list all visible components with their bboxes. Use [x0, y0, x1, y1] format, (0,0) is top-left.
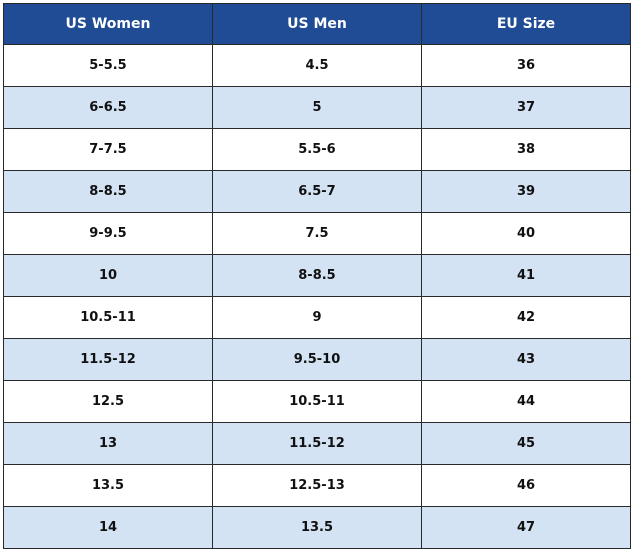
table-row: 10 8-8.5 41: [3, 254, 631, 297]
cell-us-women: 10: [3, 254, 213, 297]
cell-eu-size: 40: [421, 212, 631, 255]
cell-eu-size: 38: [421, 128, 631, 171]
cell-us-men: 13.5: [212, 506, 422, 549]
cell-us-men: 7.5: [212, 212, 422, 255]
cell-us-women: 12.5: [3, 380, 213, 423]
table-body: 5-5.5 4.5 36 6-6.5 5 37 7-7.5 5.5-6 38 8…: [3, 44, 631, 549]
cell-us-men: 8-8.5: [212, 254, 422, 297]
cell-eu-size: 41: [421, 254, 631, 297]
cell-eu-size: 39: [421, 170, 631, 213]
table-row: 5-5.5 4.5 36: [3, 44, 631, 87]
cell-us-men: 4.5: [212, 44, 422, 87]
cell-us-women: 7-7.5: [3, 128, 213, 171]
cell-us-men: 12.5-13: [212, 464, 422, 507]
cell-us-women: 13.5: [3, 464, 213, 507]
table-row: 13.5 12.5-13 46: [3, 464, 631, 507]
cell-us-women: 9-9.5: [3, 212, 213, 255]
cell-eu-size: 42: [421, 296, 631, 339]
table-row: 12.5 10.5-11 44: [3, 380, 631, 423]
table-row: 11.5-12 9.5-10 43: [3, 338, 631, 381]
header-us-women: US Women: [3, 3, 213, 45]
cell-eu-size: 43: [421, 338, 631, 381]
cell-us-men: 5: [212, 86, 422, 129]
cell-eu-size: 47: [421, 506, 631, 549]
header-eu-size: EU Size: [421, 3, 631, 45]
table-header: US Women US Men EU Size: [3, 3, 631, 45]
cell-us-men: 6.5-7: [212, 170, 422, 213]
cell-eu-size: 45: [421, 422, 631, 465]
header-us-men: US Men: [212, 3, 422, 45]
table-row: 14 13.5 47: [3, 506, 631, 549]
table-row: 7-7.5 5.5-6 38: [3, 128, 631, 171]
cell-eu-size: 36: [421, 44, 631, 87]
cell-us-women: 10.5-11: [3, 296, 213, 339]
cell-eu-size: 37: [421, 86, 631, 129]
cell-us-women: 5-5.5: [3, 44, 213, 87]
table-row: 13 11.5-12 45: [3, 422, 631, 465]
cell-eu-size: 46: [421, 464, 631, 507]
cell-us-women: 14: [3, 506, 213, 549]
cell-us-women: 8-8.5: [3, 170, 213, 213]
cell-us-women: 6-6.5: [3, 86, 213, 129]
cell-us-men: 11.5-12: [212, 422, 422, 465]
cell-us-men: 9: [212, 296, 422, 339]
table-row: 10.5-11 9 42: [3, 296, 631, 339]
table-row: 9-9.5 7.5 40: [3, 212, 631, 255]
size-conversion-table: US Women US Men EU Size 5-5.5 4.5 36 6-6…: [3, 3, 631, 549]
table-row: 8-8.5 6.5-7 39: [3, 170, 631, 213]
cell-us-women: 11.5-12: [3, 338, 213, 381]
cell-eu-size: 44: [421, 380, 631, 423]
cell-us-men: 10.5-11: [212, 380, 422, 423]
header-row: US Women US Men EU Size: [3, 3, 631, 45]
table-row: 6-6.5 5 37: [3, 86, 631, 129]
cell-us-men: 5.5-6: [212, 128, 422, 171]
cell-us-men: 9.5-10: [212, 338, 422, 381]
cell-us-women: 13: [3, 422, 213, 465]
